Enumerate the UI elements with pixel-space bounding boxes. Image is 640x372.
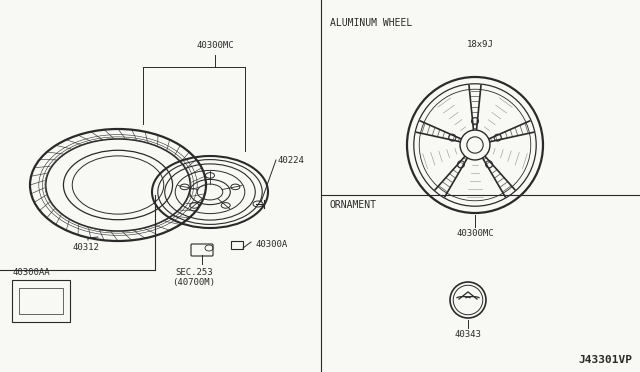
Bar [19,288,63,314]
Text: 40300MC: 40300MC [196,41,234,50]
Text: 40343: 40343 [454,330,481,339]
Bar [231,241,243,249]
Text: J43301VP: J43301VP [578,355,632,365]
Text: ALUMINUM WHEEL: ALUMINUM WHEEL [330,18,412,28]
Text: 40312: 40312 [72,243,99,252]
Text: SEC.253
(40700M): SEC.253 (40700M) [173,268,216,288]
Text: 40300MC: 40300MC [456,229,494,238]
Bar [12,280,70,322]
Text: 18x9J: 18x9J [467,40,493,49]
Text: 40300AA: 40300AA [12,268,50,277]
Text: ORNAMENT: ORNAMENT [330,200,377,210]
Text: 40224: 40224 [278,155,305,164]
Text: 40300A: 40300A [255,240,287,249]
